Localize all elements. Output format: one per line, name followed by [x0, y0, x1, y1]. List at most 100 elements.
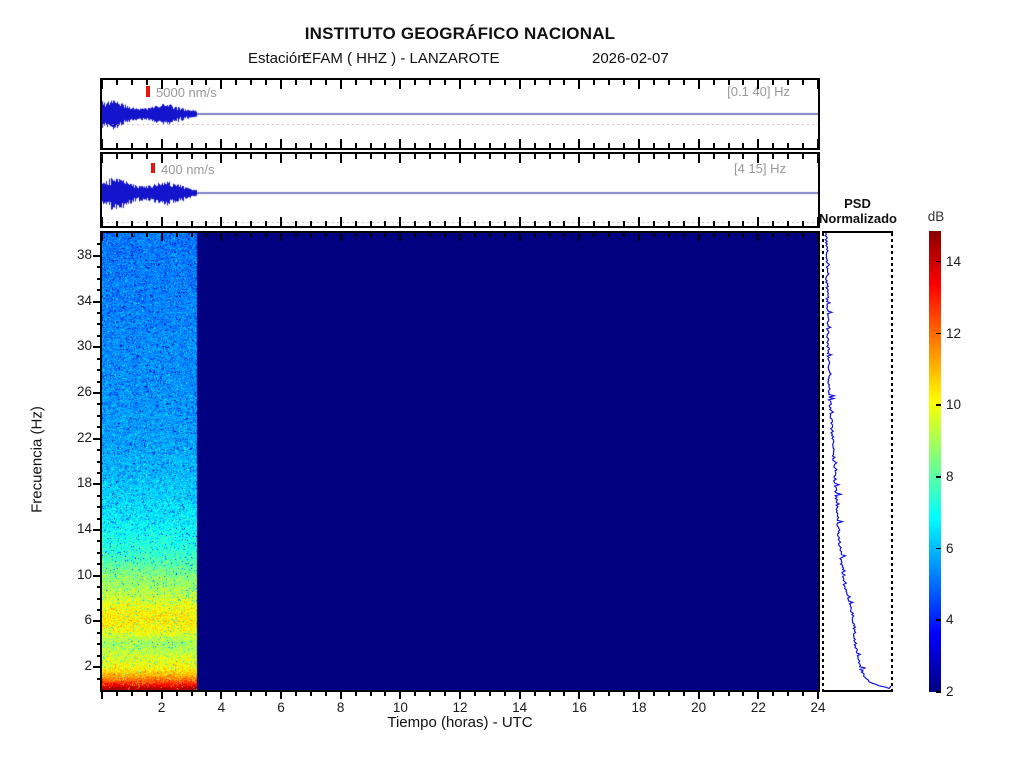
- strip2-bottom-tick: [488, 221, 491, 226]
- strip1-bottom-tick: [265, 143, 268, 148]
- strip2-top-tick: [339, 154, 342, 163]
- waveform-strip-filtered: [100, 152, 820, 228]
- strip1-top-tick: [608, 80, 611, 85]
- strip1-top-tick: [802, 80, 805, 85]
- strip1-bottom-tick: [459, 139, 461, 148]
- strip2-top-tick: [652, 154, 655, 159]
- spec-bottom-tick: [130, 692, 133, 696]
- strip2-top-tick: [533, 154, 536, 159]
- spec-top-tick: [727, 233, 730, 237]
- spec-bottom-tick: [742, 692, 745, 696]
- y-axis-tick: [93, 254, 100, 257]
- strip1-bottom-tick: [354, 143, 357, 148]
- strip1-bottom-tick: [160, 139, 163, 148]
- strip2-bottom-tick: [160, 217, 163, 226]
- strip1-bottom-tick: [115, 143, 118, 148]
- y-axis-tick: [96, 494, 100, 497]
- spec-top-tick: [742, 233, 745, 237]
- strip2-bottom-tick: [235, 221, 238, 226]
- spec-bottom-tick: [160, 692, 163, 699]
- strip1-top-tick: [593, 80, 596, 85]
- strip2-top-tick: [638, 154, 640, 163]
- strip2-bottom-tick: [130, 221, 133, 226]
- strip1-bottom-tick: [384, 143, 387, 148]
- spec-bottom-tick: [623, 692, 626, 696]
- spec-top-tick: [309, 233, 312, 237]
- strip1-top-tick: [772, 80, 775, 85]
- strip1-bottom-tick: [429, 143, 432, 148]
- spec-top-tick: [145, 233, 148, 237]
- spec-bottom-tick: [309, 692, 312, 696]
- strip1-bottom-tick: [533, 143, 536, 148]
- spec-bottom-tick: [697, 692, 700, 699]
- strip2-bottom-tick: [697, 217, 700, 226]
- strip2-bottom-tick: [772, 221, 775, 226]
- strip1-top-tick: [727, 80, 730, 85]
- strip1-top-tick: [563, 80, 566, 85]
- strip2-bottom-tick: [727, 221, 730, 226]
- x-tick-label: 4: [217, 700, 226, 715]
- colorbar-tick: [936, 475, 941, 478]
- strip1-bottom-tick: [130, 143, 133, 148]
- strip2-top-tick: [101, 154, 103, 163]
- strip2-bottom-tick: [548, 221, 551, 226]
- spec-bottom-tick: [205, 692, 208, 696]
- strip1-bottom-tick: [697, 139, 700, 148]
- strip1-bottom-tick: [548, 143, 551, 148]
- strip2-bottom-tick: [593, 221, 596, 226]
- strip2-top-tick: [354, 154, 357, 159]
- colorbar-tick-label: 14: [946, 253, 962, 269]
- spec-top-tick: [354, 233, 357, 237]
- x-tick-label: 22: [750, 700, 766, 715]
- spec-top-tick: [712, 233, 715, 237]
- spec-bottom-tick: [459, 692, 461, 699]
- strip2-bottom-tick: [384, 221, 387, 226]
- y-axis-tick: [93, 437, 100, 440]
- strip2-top-tick: [459, 154, 461, 163]
- x-tick-label: 8: [336, 700, 345, 715]
- strip2-top-tick: [727, 154, 730, 159]
- strip2-top-tick: [712, 154, 715, 159]
- spec-top-tick: [533, 233, 536, 237]
- spec-top-tick: [205, 233, 208, 237]
- strip1-top-tick: [444, 80, 447, 85]
- strip1-bottom-tick: [101, 139, 103, 148]
- strip2-top-tick: [444, 154, 447, 159]
- strip1-top-tick: [518, 80, 521, 89]
- strip1-top-tick: [578, 80, 581, 89]
- strip1-bottom-tick: [190, 143, 193, 148]
- y-tick-label: 14: [76, 521, 92, 537]
- spec-top-tick: [638, 233, 640, 241]
- spec-bottom-tick: [757, 692, 760, 699]
- spec-bottom-tick: [593, 692, 596, 696]
- y-axis-tick: [96, 380, 100, 383]
- strip2-top-tick: [205, 154, 208, 159]
- strip2-top-tick: [548, 154, 551, 159]
- colorbar-gradient: [929, 231, 941, 692]
- strip1-top-tick: [175, 80, 178, 85]
- strip1-bottom-tick: [608, 143, 611, 148]
- strip1-top-tick: [205, 80, 208, 85]
- spec-bottom-tick: [667, 692, 670, 696]
- spec-top-tick: [324, 233, 327, 237]
- strip2-top-tick: [742, 154, 745, 159]
- y-axis-tick: [96, 563, 100, 566]
- strip1-top-tick: [115, 80, 118, 85]
- strip1-top-tick: [190, 80, 193, 85]
- y-axis-tick: [96, 266, 100, 269]
- strip2-bottom-tick: [175, 221, 178, 226]
- strip2-bottom-tick: [429, 221, 432, 226]
- strip2-top-tick: [563, 154, 566, 159]
- colorbar-tick-label: 6: [946, 540, 954, 556]
- strip2-bottom-tick: [294, 221, 297, 226]
- colorbar-tick: [936, 691, 941, 693]
- strip2-top-tick: [473, 154, 476, 159]
- y-axis-tick: [96, 551, 100, 554]
- spec-top-tick: [235, 233, 238, 237]
- strip1-top-tick: [533, 80, 536, 85]
- strip1-top-tick: [324, 80, 327, 85]
- x-tick-label: 16: [571, 700, 587, 715]
- strip2-top-tick: [608, 154, 611, 159]
- spec-top-tick: [623, 233, 626, 237]
